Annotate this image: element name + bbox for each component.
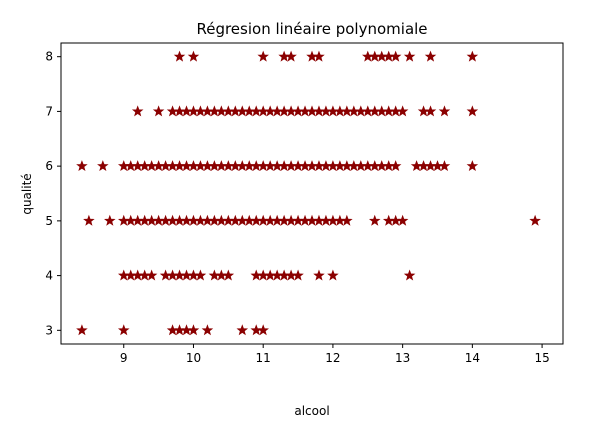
x-axis-label: alcool — [294, 404, 329, 418]
data-point — [403, 50, 416, 62]
data-point — [466, 105, 479, 117]
x-tick-label: 10 — [186, 351, 201, 365]
data-point — [466, 50, 479, 62]
x-tick-label: 12 — [325, 351, 340, 365]
data-point — [201, 324, 214, 336]
data-point — [438, 160, 451, 172]
data-point — [368, 214, 381, 226]
data-point — [396, 105, 409, 117]
data-point — [173, 50, 186, 62]
data-point — [313, 269, 325, 281]
data-point — [424, 50, 437, 62]
data-point — [424, 105, 437, 117]
data-point — [313, 50, 325, 62]
y-tick-label: 3 — [45, 323, 53, 337]
data-point — [187, 324, 200, 336]
y-axis-label: qualité — [20, 173, 34, 214]
data-point — [236, 324, 249, 336]
x-tick-label: 14 — [465, 351, 480, 365]
x-tick-label: 15 — [534, 351, 549, 365]
data-point — [194, 269, 207, 281]
data-point — [292, 269, 304, 281]
y-tick-label: 8 — [45, 50, 53, 64]
plot-frame — [60, 42, 564, 345]
y-tick-label: 4 — [45, 269, 53, 283]
data-point — [403, 269, 416, 281]
data-point — [389, 50, 402, 62]
data-point — [341, 214, 353, 226]
y-tick-label: 5 — [45, 214, 53, 228]
x-tick-label: 9 — [120, 351, 128, 365]
data-point — [117, 324, 130, 336]
chart-title: Régresion linéaire polynomiale — [196, 20, 427, 38]
data-point — [152, 105, 165, 117]
data-point — [389, 160, 402, 172]
x-tick-label: 13 — [395, 351, 410, 365]
data-point — [222, 269, 235, 281]
data-point — [97, 160, 109, 172]
data-point — [104, 214, 116, 226]
y-tick-label: 6 — [45, 159, 53, 173]
data-point — [257, 324, 269, 336]
y-tick-label: 7 — [45, 104, 53, 118]
data-point — [131, 105, 144, 117]
data-point — [257, 50, 269, 62]
data-point — [76, 160, 88, 172]
x-tick-label: 11 — [256, 351, 271, 365]
x-axis: 9 10 11 12 13 14 15 — [120, 344, 550, 365]
data-point — [466, 160, 479, 172]
data-point — [396, 214, 409, 226]
data-point — [145, 269, 158, 281]
data-point — [529, 214, 541, 226]
data-point — [327, 269, 339, 281]
data-point — [76, 324, 88, 336]
data-point — [187, 50, 200, 62]
y-axis: 3 4 5 6 7 8 — [45, 50, 61, 337]
data-point — [438, 105, 451, 117]
data-points — [76, 50, 541, 336]
data-point — [285, 50, 297, 62]
data-point — [83, 214, 95, 226]
